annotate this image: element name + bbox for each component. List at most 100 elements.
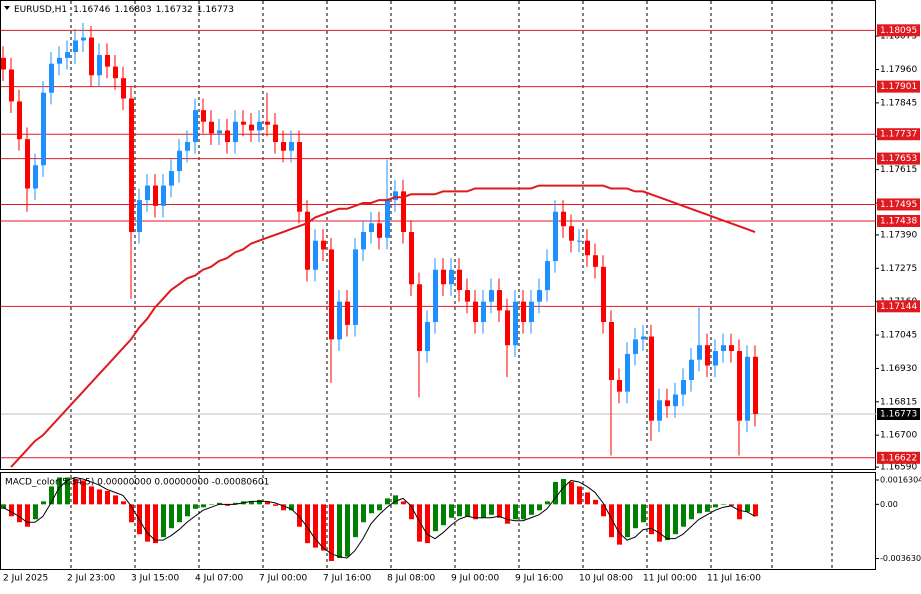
y-tick-label: 1.17960 [880, 65, 917, 75]
macd-bar [665, 504, 670, 541]
level-label: 1.17901 [880, 82, 917, 92]
candle-body [481, 301, 486, 322]
candle-body [193, 110, 198, 143]
candle-body [89, 37, 94, 76]
candle-body [225, 130, 230, 143]
macd-bar [617, 504, 622, 545]
level-label-box [877, 214, 920, 227]
candle-body [145, 185, 150, 201]
header: EURUSD,H1 1.16746 1.16803 1.16732 1.16773 [14, 5, 234, 15]
candle-body [513, 301, 518, 346]
macd-bar [481, 504, 486, 518]
candle-body [465, 290, 470, 302]
macd-bar [505, 504, 510, 524]
candle-body [577, 240, 582, 242]
candle-body [489, 290, 494, 302]
macd-bar [33, 504, 38, 520]
high-price: 1.16803 [114, 5, 151, 15]
macd-y-tick-label: 0.0016304 [880, 476, 921, 485]
macd-bar [753, 504, 758, 517]
candle-body [1, 57, 6, 70]
candle-body [105, 54, 110, 67]
x-tick-label: 10 Jul 08:00 [579, 574, 633, 584]
macd-bar [257, 499, 262, 505]
macd-bar [377, 504, 382, 511]
macd-bar [153, 504, 158, 544]
macd-bar [169, 504, 174, 529]
axes: 1.180751.179601.178451.177301.176151.175… [3, 24, 921, 584]
candle-body [425, 321, 430, 352]
macd-bar [433, 504, 438, 532]
candle-body [617, 380, 622, 392]
macd-title: MACD_color(5,34,5) 0.00000000 0.00000000… [5, 478, 269, 488]
candle-body [153, 185, 158, 206]
macd-bar [641, 504, 646, 523]
x-tick-label: 3 Jul 15:00 [131, 574, 180, 584]
macd-bar [609, 504, 614, 538]
macd-bar [737, 504, 742, 520]
macd-bar [25, 504, 30, 527]
macd-bar [65, 477, 70, 505]
candle-body [521, 301, 526, 322]
macd-bar [729, 504, 734, 506]
candle-body [497, 290, 502, 311]
candle-body [177, 150, 182, 172]
candle-body [505, 310, 510, 346]
candle-body [33, 165, 38, 189]
macd-bar [105, 490, 110, 505]
macd-bar [529, 504, 534, 515]
candle-body [49, 63, 54, 93]
y-tick-label: 1.17275 [880, 264, 917, 274]
x-tick-label: 9 Jul 00:00 [451, 574, 500, 584]
macd-bar [409, 504, 414, 520]
candle-body [217, 130, 222, 134]
macd-bar [633, 504, 638, 529]
close-price: 1.16773 [197, 5, 234, 15]
last-price-label: 1.16773 [880, 409, 917, 419]
menu-triangle[interactable] [4, 6, 10, 10]
candle-body [161, 185, 166, 206]
candle-body [9, 69, 14, 102]
macd-bar [601, 504, 606, 517]
y-tick-label: 1.17045 [880, 331, 917, 341]
candle-body [17, 101, 22, 140]
candle-body [137, 200, 142, 233]
candle-body [345, 301, 350, 325]
candle-body [409, 232, 414, 285]
candle-body [441, 269, 446, 285]
candles [1, 23, 758, 468]
macd-bar [553, 481, 558, 505]
macd-bar [649, 504, 654, 535]
macd-bar [57, 477, 62, 505]
candle-body [113, 66, 118, 79]
macd-bar [329, 504, 334, 562]
open-price: 1.16746 [73, 5, 110, 15]
macd-bar [97, 489, 102, 505]
macd-bar [401, 501, 406, 505]
candle-body [233, 121, 238, 143]
x-tick-label: 8 Jul 08:00 [387, 574, 436, 584]
macd-bar [177, 504, 182, 523]
macd-bar [745, 504, 750, 512]
level-label: 1.16622 [880, 453, 917, 463]
macd-bar [113, 495, 118, 505]
macd-bar [81, 480, 86, 505]
candle-body [329, 249, 334, 340]
candle-body [729, 345, 734, 352]
candle-body [457, 269, 462, 291]
y-tick-label: 1.16700 [880, 431, 917, 441]
candle-body [657, 400, 662, 421]
candle-body [641, 336, 646, 340]
last-price-box [877, 407, 920, 420]
candle-body [41, 92, 46, 166]
candle-body [649, 336, 654, 421]
candle-body [313, 240, 318, 270]
level-label-box [877, 80, 920, 93]
candle-body [593, 255, 598, 267]
candle-body [297, 142, 302, 212]
candle-body [353, 249, 358, 325]
candle-body [97, 54, 102, 76]
x-tick-label: 11 Jul 16:00 [707, 574, 761, 584]
